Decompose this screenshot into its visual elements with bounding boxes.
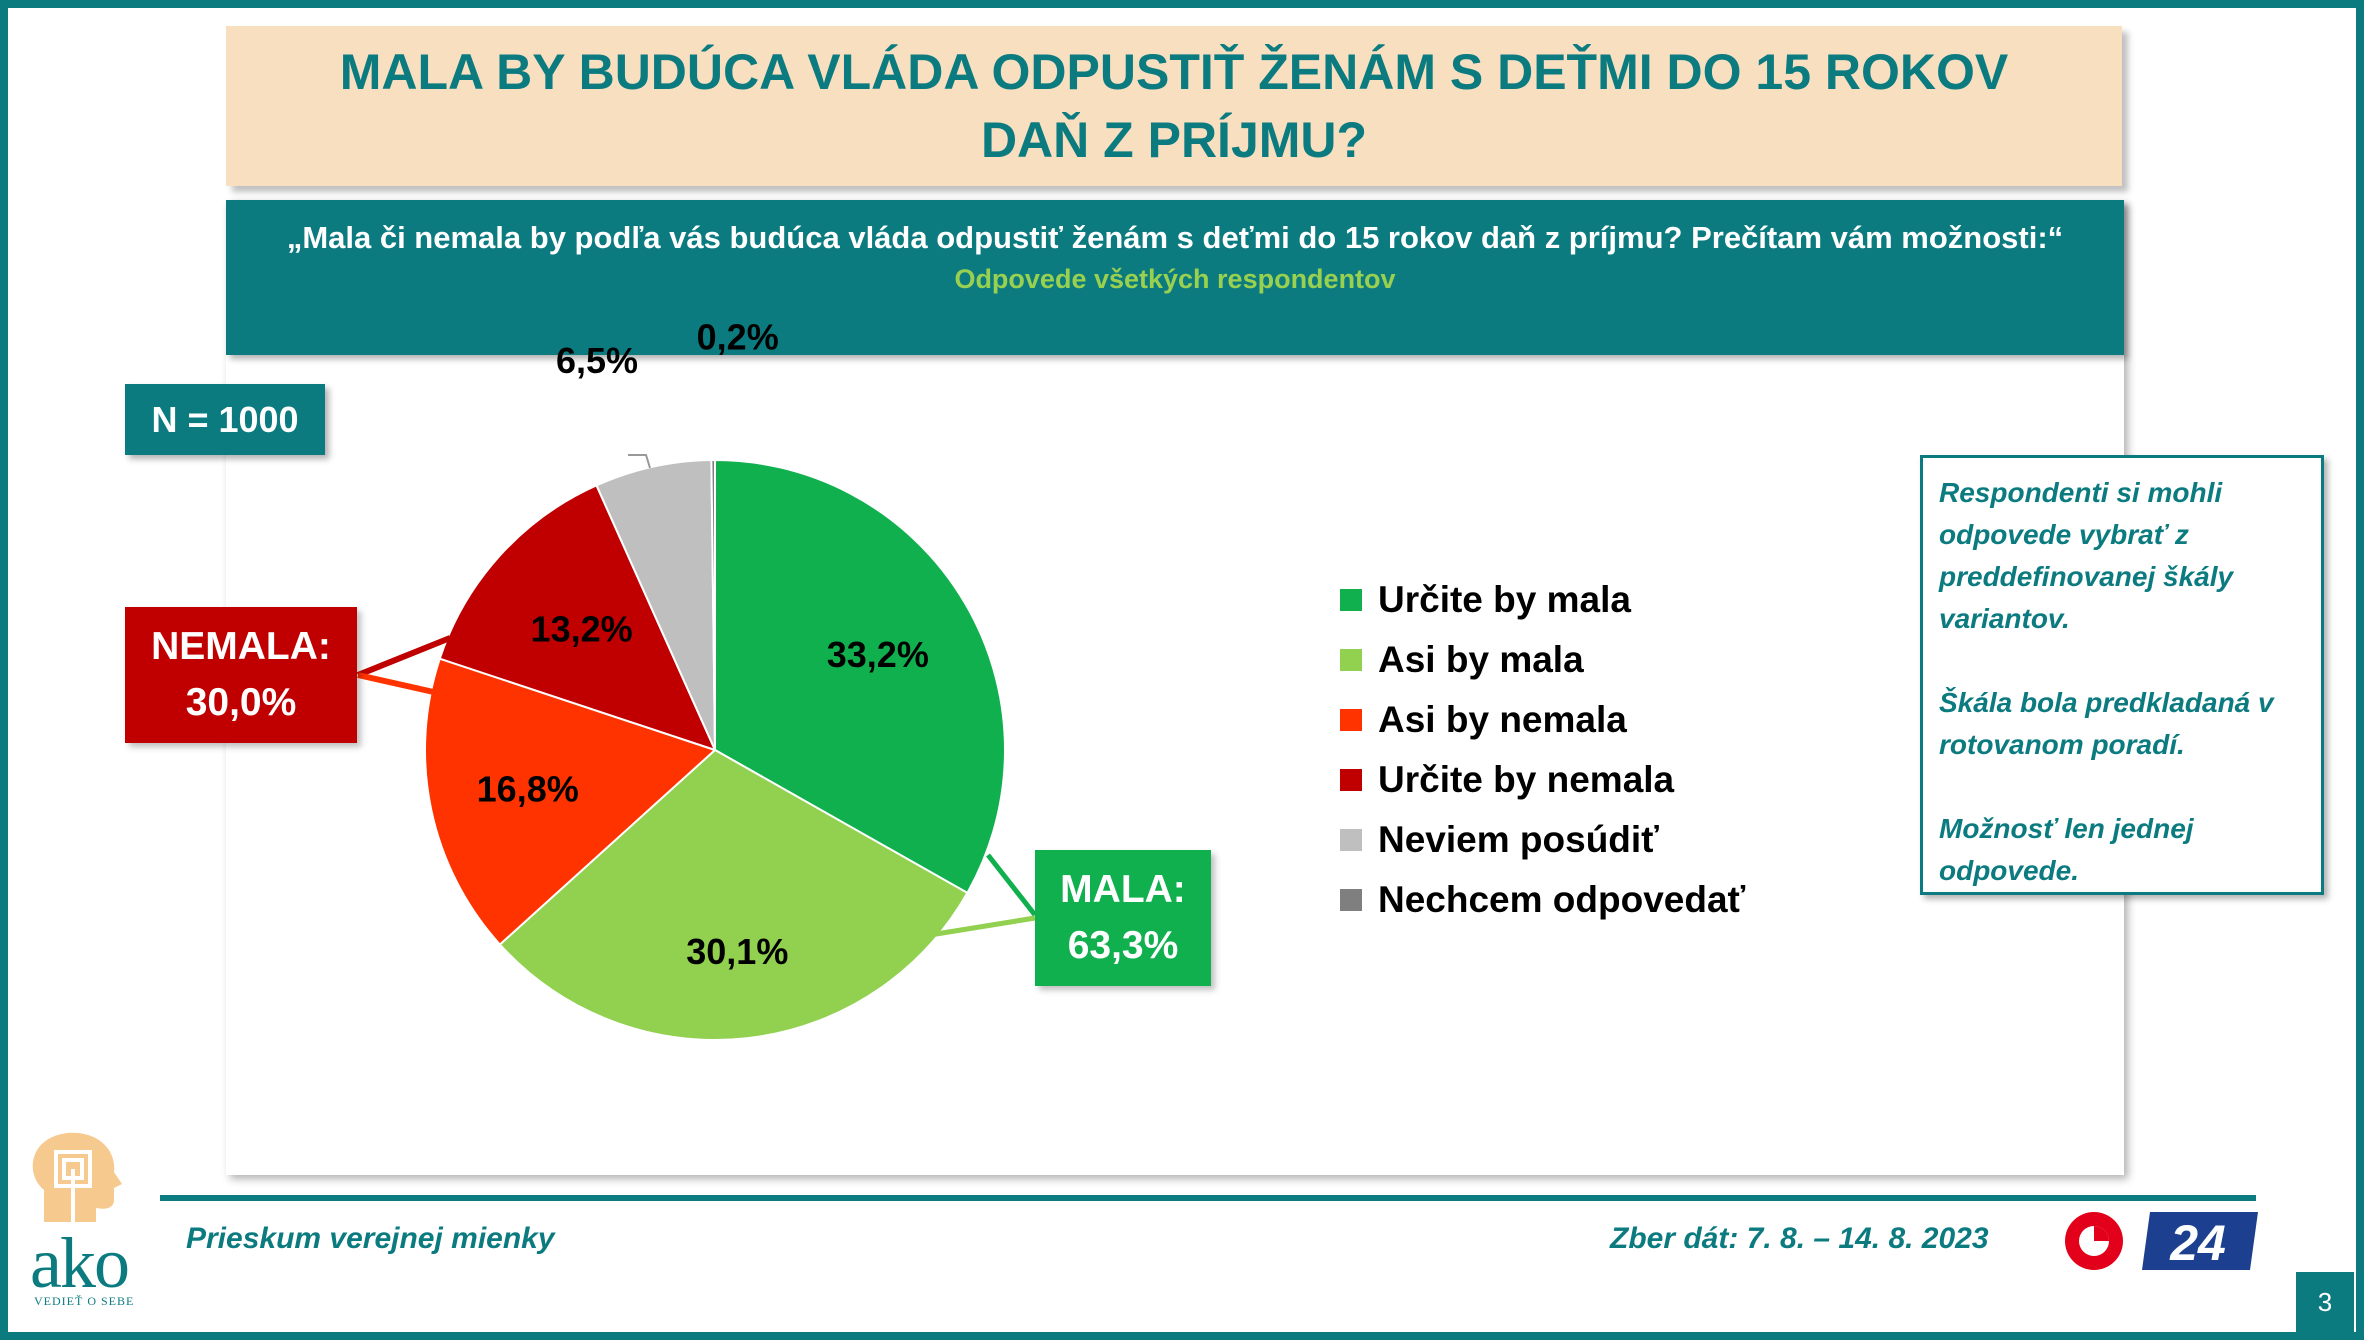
legend-item-1: Určite by mala [1340, 570, 1745, 630]
pie-slice-2 [498, 748, 969, 1041]
legend-swatch-6 [1340, 889, 1362, 911]
callout-mala-value: 63,3% [1067, 924, 1179, 967]
frame-bottom-border [0, 1332, 2364, 1340]
legend-label-6: Nechcem odpovedať [1378, 879, 1746, 920]
footer-date-range: Zber dát: 7. 8. – 14. 8. 2023 [1610, 1222, 1989, 1255]
callout-mala: MALA: 63,3% [1035, 850, 1211, 986]
head-silhouette-icon [32, 1132, 122, 1222]
logo-tagline: VEDIEŤ O SEBE [34, 1294, 135, 1308]
pie-chart: 33,2% 30,1% 16,8% 13,2% 6,5% 0,2% [356, 317, 1037, 1041]
legend-item-6: Nechcem odpovedať [1340, 870, 1745, 930]
pie-label-1: 33,2% [827, 634, 929, 675]
legend-swatch-4 [1340, 769, 1362, 791]
pie-slices [424, 458, 1006, 1041]
connector-mala-2 [929, 915, 1036, 938]
ako-logo: ako VEDIEŤ O SEBE [26, 1130, 156, 1310]
footer-divider [160, 1195, 2256, 1201]
legend-label-5: Neviem posúdiť [1378, 819, 1659, 860]
pie-label-4: 13,2% [531, 608, 633, 649]
legend-label-1: Určite by mala [1378, 579, 1631, 620]
pie-slice-6 [710, 458, 716, 751]
title-banner: MALA BY BUDÚCA VLÁDA ODPUSTIŤ ŽENÁM S DE… [226, 26, 2122, 186]
pie-slice-1 [714, 458, 1006, 895]
note-line-1: Respondenti si mohli odpovede vybrať z p… [1939, 477, 2234, 634]
legend-label-3: Asi by nemala [1378, 699, 1627, 740]
tv24-logo: 24 [2065, 1212, 2258, 1271]
pie-label-5: 6,5% [556, 340, 638, 381]
frame-right-border [2356, 0, 2364, 1340]
pie-label-3: 16,8% [477, 768, 579, 809]
tv24-logo-text: 24 [2169, 1215, 2226, 1271]
frame-left-border [0, 0, 8, 1340]
note-line-3: Možnosť len jednej odpovede. [1939, 813, 2194, 886]
footer-survey-label: Prieskum verejnej mienky [186, 1222, 555, 1255]
legend-swatch-3 [1340, 709, 1362, 731]
sample-size-badge: N = 1000 [125, 384, 325, 455]
logo-wordmark: ako [30, 1223, 130, 1303]
leader-line-6-5 [628, 454, 651, 469]
callout-nemala-label: NEMALA: [151, 625, 331, 668]
pie-label-6: 0,2% [697, 317, 779, 358]
pie-label-2: 30,1% [686, 931, 788, 972]
legend-label-4: Určite by nemala [1378, 759, 1675, 800]
callout-nemala: NEMALA: 30,0% [125, 607, 357, 743]
methodology-note: Respondenti si mohli odpovede vybrať z p… [1920, 455, 2324, 895]
legend-item-5: Neviem posúdiť [1340, 810, 1745, 870]
connector-nemala-1 [356, 635, 452, 678]
callout-nemala-value: 30,0% [185, 681, 297, 724]
frame-top-border [0, 0, 2364, 8]
chart-legend: Určite by mala Asi by mala Asi by nemala Ur… [1340, 570, 1745, 930]
question-subtitle: Odpovede všetkých respondentov [954, 264, 1396, 294]
legend-item-2: Asi by mala [1340, 630, 1745, 690]
connector-mala-1 [986, 853, 1037, 917]
legend-swatch-1 [1340, 589, 1362, 611]
legend-item-3: Asi by nemala [1340, 690, 1745, 750]
question-text: „Mala či nemala by podľa vás budúca vlád… [286, 220, 2064, 255]
pie-labels: 33,2% 30,1% 16,8% 13,2% 6,5% 0,2% [477, 317, 929, 972]
legend-swatch-5 [1340, 829, 1362, 851]
callout-connectors [356, 454, 1037, 938]
callout-mala-label: MALA: [1060, 868, 1186, 911]
page-number: 3 [2296, 1272, 2354, 1332]
legend-item-4: Určite by nemala [1340, 750, 1745, 810]
note-line-2: Škála bola predkladaná v rotovanom porad… [1939, 687, 2274, 760]
legend-label-2: Asi by mala [1378, 639, 1584, 680]
legend-swatch-2 [1340, 649, 1362, 671]
page-title: MALA BY BUDÚCA VLÁDA ODPUSTIŤ ŽENÁM S DE… [339, 44, 2009, 168]
question-banner: „Mala či nemala by podľa vás budúca vlád… [226, 200, 2124, 355]
pie-slice-5 [595, 459, 716, 751]
connector-nemala-2 [357, 672, 439, 696]
